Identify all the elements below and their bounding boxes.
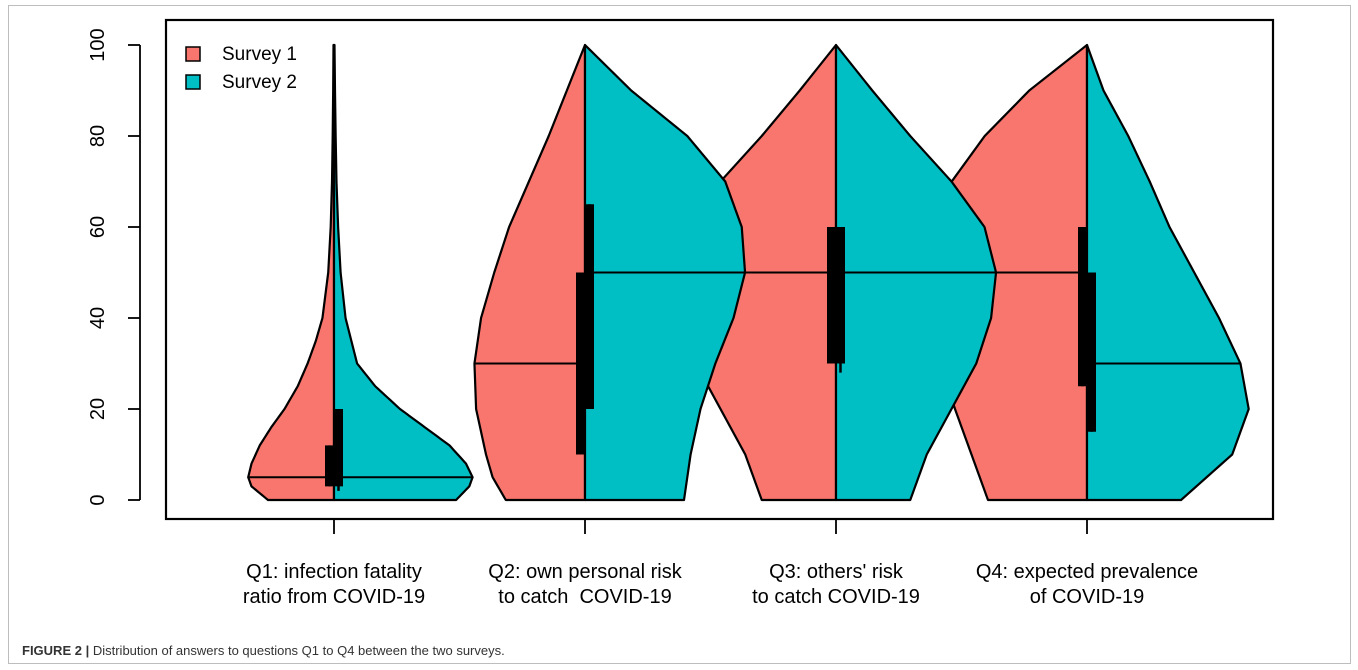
quartile-box-left-q4 — [1078, 227, 1087, 387]
y-tick-label-20: 20 — [87, 398, 109, 420]
caption-separator: | — [81, 643, 93, 658]
figure-caption: FIGURE 2 | Distribution of answers to qu… — [22, 643, 505, 658]
x-category-label-q1-line1: Q1: infection fatality — [246, 561, 422, 583]
violin-left-q1 — [247, 43, 336, 502]
figure-label: FIGURE 2 — [22, 643, 82, 658]
quartile-box-left-q2 — [576, 272, 585, 455]
caption-text: Distribution of answers to questions Q1 … — [92, 643, 505, 658]
quartile-box-right-q2 — [585, 204, 594, 409]
quartile-box-right-q3 — [836, 227, 845, 364]
legend-swatch-2 — [185, 74, 201, 90]
x-category-label-q1-line2: ratio from COVID-19 — [243, 586, 425, 608]
legend-label-1: Survey 1 — [222, 44, 297, 65]
legend-swatch-1 — [185, 46, 201, 62]
quartile-box-left-q1 — [325, 445, 334, 487]
violin-chart: 0 20 40 60 80 100 Q1: infection fatality ratio … — [87, 18, 1275, 608]
x-category-label-q3-line1: Q3: others' risk — [769, 561, 904, 583]
plot-border — [164, 18, 1275, 521]
quartile-box-left-q3 — [827, 227, 836, 364]
violin-right-q4 — [1085, 43, 1250, 502]
x-category-label-q3-line2: to catch COVID-19 — [752, 586, 920, 608]
y-tick-label-100: 100 — [87, 28, 109, 61]
y-tick-label-0: 0 — [87, 494, 109, 505]
legend-label-2: Survey 2 — [222, 72, 297, 93]
x-category-label-q4-line1: Q4: expected prevalence — [976, 561, 1198, 583]
x-category-label-q2-line2: to catch COVID-19 — [498, 586, 671, 608]
x-category-label-q2-line1: Q2: own personal risk — [488, 561, 682, 583]
y-tick-label-40: 40 — [87, 307, 109, 329]
quartile-box-right-q1 — [334, 409, 343, 487]
violin-right-q1 — [332, 43, 474, 502]
y-tick-label-60: 60 — [87, 216, 109, 238]
x-category-label-q4-line2: of COVID-19 — [1030, 586, 1144, 608]
violin-left-q2 — [473, 43, 587, 502]
y-tick-label-80: 80 — [87, 125, 109, 147]
quartile-box-right-q4 — [1087, 272, 1096, 432]
